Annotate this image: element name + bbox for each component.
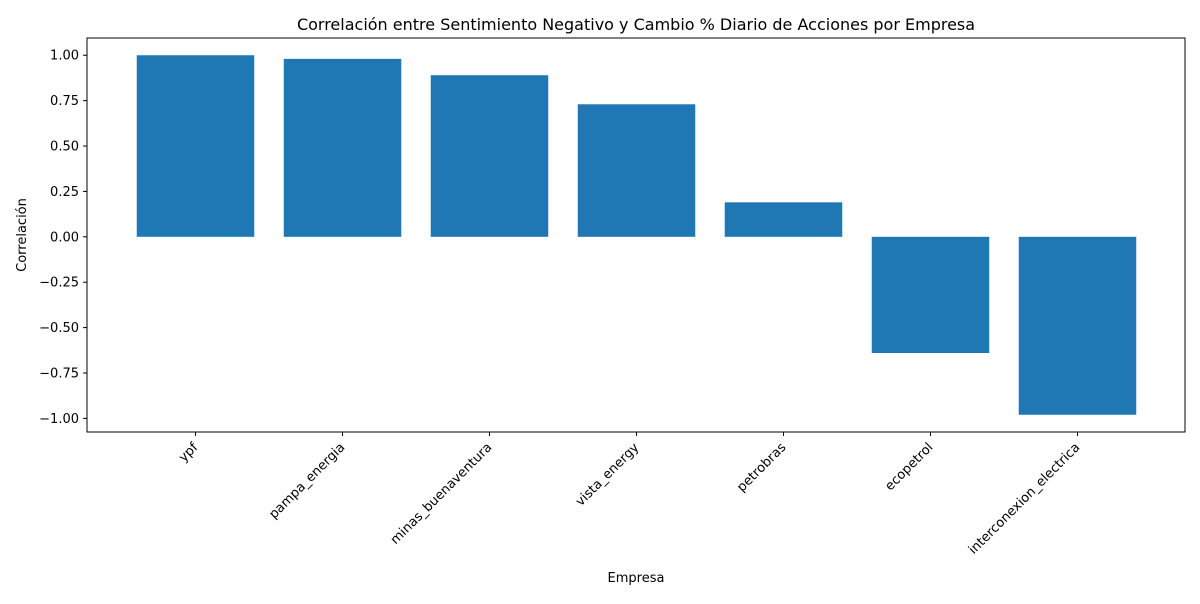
x-axis-label: Empresa <box>608 571 665 586</box>
bar-ypf <box>136 55 255 237</box>
plot-frame <box>86 37 1186 433</box>
bar-interconexion_electrica <box>1018 236 1137 415</box>
y-tick-label: −0.75 <box>39 366 79 381</box>
y-tick-label: −0.50 <box>39 321 79 336</box>
chart-title: Correlación entre Sentimiento Negativo y… <box>297 15 975 34</box>
bar-vista_energy <box>577 104 696 237</box>
y-tick-label: 0.25 <box>50 185 79 200</box>
y-axis-ticks: 1.00 0.75 0.50 0.25 0.00 −0.25 −0.50 −0.75 −1.00 <box>39 49 87 427</box>
y-tick-label: 0.75 <box>50 94 79 109</box>
bar-ecopetrol <box>871 236 990 354</box>
bar-petrobras <box>724 202 843 237</box>
y-axis-label: Correlación <box>15 198 30 272</box>
y-tick-label: −1.00 <box>39 412 79 427</box>
y-tick-label: 0.00 <box>50 230 79 245</box>
y-tick-label: 1.00 <box>50 49 79 64</box>
y-tick-label: −0.25 <box>39 276 79 291</box>
bars-group <box>136 55 1137 415</box>
bar-minas_buenaventura <box>430 75 549 237</box>
bar-pampa_energia <box>283 58 402 237</box>
y-tick-label: 0.50 <box>50 140 79 155</box>
